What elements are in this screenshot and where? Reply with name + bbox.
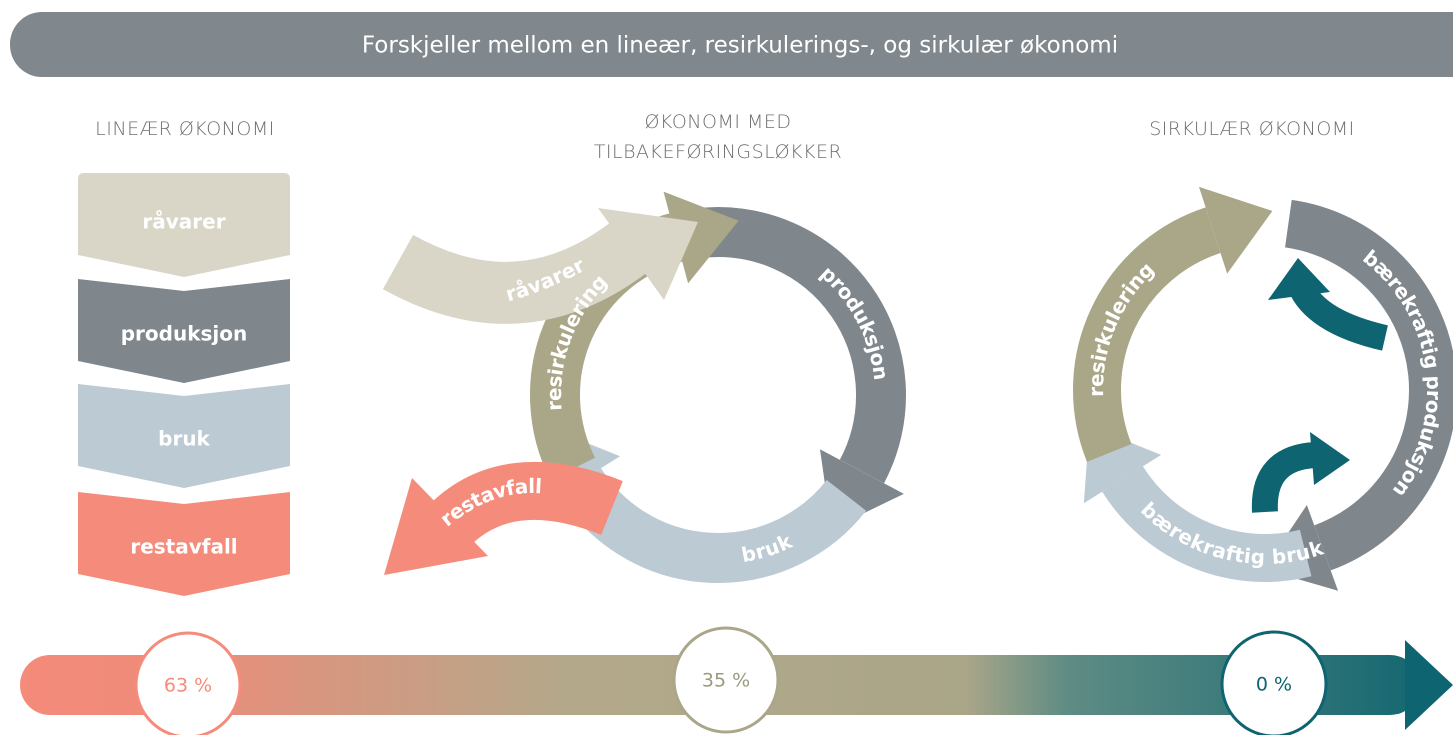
loop-head [1268, 258, 1330, 300]
step-label: restavfall [130, 535, 237, 559]
bar-arrow [1405, 640, 1453, 730]
heading: ØKONOMI MED [644, 111, 791, 133]
chevron [78, 279, 290, 383]
step-label: produksjon [121, 322, 248, 346]
share-circle [134, 631, 242, 735]
share: 0 % [1256, 674, 1292, 696]
arc [1102, 465, 1312, 582]
title: Forskjeller mellom en lineær, resirkuler… [362, 33, 1118, 59]
waste [423, 461, 623, 551]
chevron [78, 384, 290, 488]
share: 35 % [702, 670, 750, 692]
chevron [78, 173, 290, 277]
title-bar [10, 12, 1453, 77]
heading: SIRKULÆR ØKONOMI [1149, 118, 1355, 140]
share-circle [1220, 630, 1328, 735]
share: 63 % [164, 675, 212, 697]
arrow-head [663, 191, 739, 284]
chevron [78, 492, 290, 596]
inflow [382, 222, 647, 324]
arc [691, 207, 906, 484]
arc [1073, 207, 1221, 462]
share-circle [672, 626, 780, 734]
arrow-head [1198, 186, 1273, 274]
loop-arrow [1251, 442, 1317, 513]
waste-head [384, 478, 488, 575]
step-label: råvarer [142, 210, 225, 234]
arc [558, 467, 867, 583]
heading: LINEÆR ØKONOMI [95, 118, 275, 140]
heading: TILBAKEFØRINGSLØKKER [594, 141, 842, 163]
loop-head [1310, 432, 1350, 485]
inflow-head [598, 208, 698, 300]
arc [1284, 199, 1453, 571]
step-label: bruk [158, 427, 210, 451]
